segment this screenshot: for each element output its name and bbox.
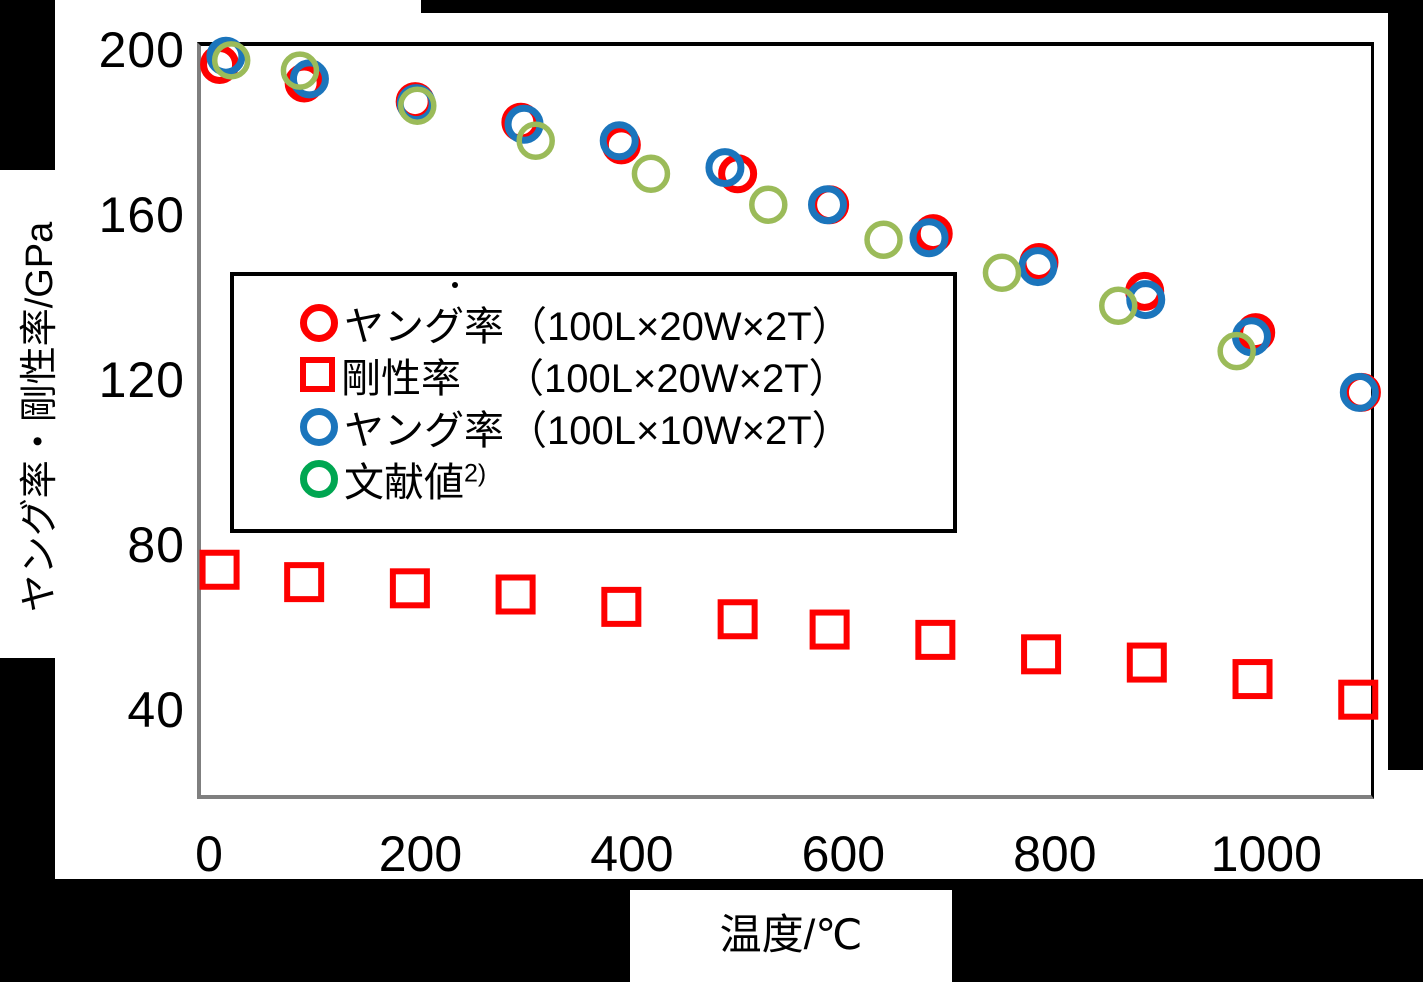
crop-bar-right: [1388, 0, 1423, 770]
legend-label: ヤング率: [344, 409, 504, 453]
stray-dot: [452, 282, 458, 288]
legend-circle-marker: [300, 460, 338, 498]
crop-bar-left-bottom: [0, 658, 55, 882]
legend-spec: （100L×20W×2T）: [507, 305, 852, 349]
y-axis-title: ヤング率・剛性率/GPa: [19, 221, 61, 613]
y-tick-label: 200: [98, 22, 185, 78]
y-tick-label: 120: [98, 352, 185, 408]
crop-bar-left-top: [0, 0, 55, 170]
legend-row-1: 剛性率 （100L×20W×2T）: [234, 349, 953, 401]
legend-label: 剛性率: [341, 357, 461, 401]
legend-label: 文献値2): [344, 459, 487, 505]
legend-square-marker: [300, 356, 335, 392]
x-tick-label: 1000: [1210, 826, 1322, 882]
legend-spec: （100L×10W×2T）: [507, 409, 852, 453]
x-tick-label: 200: [378, 826, 463, 882]
legend-label: ヤング率: [344, 305, 504, 349]
crop-bar-top: [421, 0, 1423, 13]
legend-row-0: ヤング率 （100L×20W×2T）: [234, 297, 953, 349]
x-axis-title: 温度/℃: [719, 911, 863, 958]
legend-circle-marker: [300, 304, 338, 342]
legend-row-2: ヤング率 （100L×10W×2T）: [234, 401, 953, 453]
y-tick-label: 40: [127, 682, 185, 738]
x-tick-label: 400: [590, 826, 674, 882]
plot-area: [197, 42, 1374, 799]
x-tick-label: 600: [801, 826, 886, 882]
legend-spec: （100L×20W×2T）: [504, 357, 849, 401]
x-axis-title-backdrop: [630, 890, 952, 982]
legend-circle-marker: [300, 408, 338, 446]
y-tick-label: 160: [98, 187, 185, 243]
x-tick-label: 800: [1013, 826, 1097, 882]
y-tick-label: 80: [127, 517, 185, 573]
legend-row-3: 文献値2): [234, 453, 953, 505]
legend: ヤング率 （100L×20W×2T） 剛性率 （100L×20W×2T） ヤング率 （10…: [230, 272, 957, 533]
x-tick-label: 0: [195, 826, 223, 882]
